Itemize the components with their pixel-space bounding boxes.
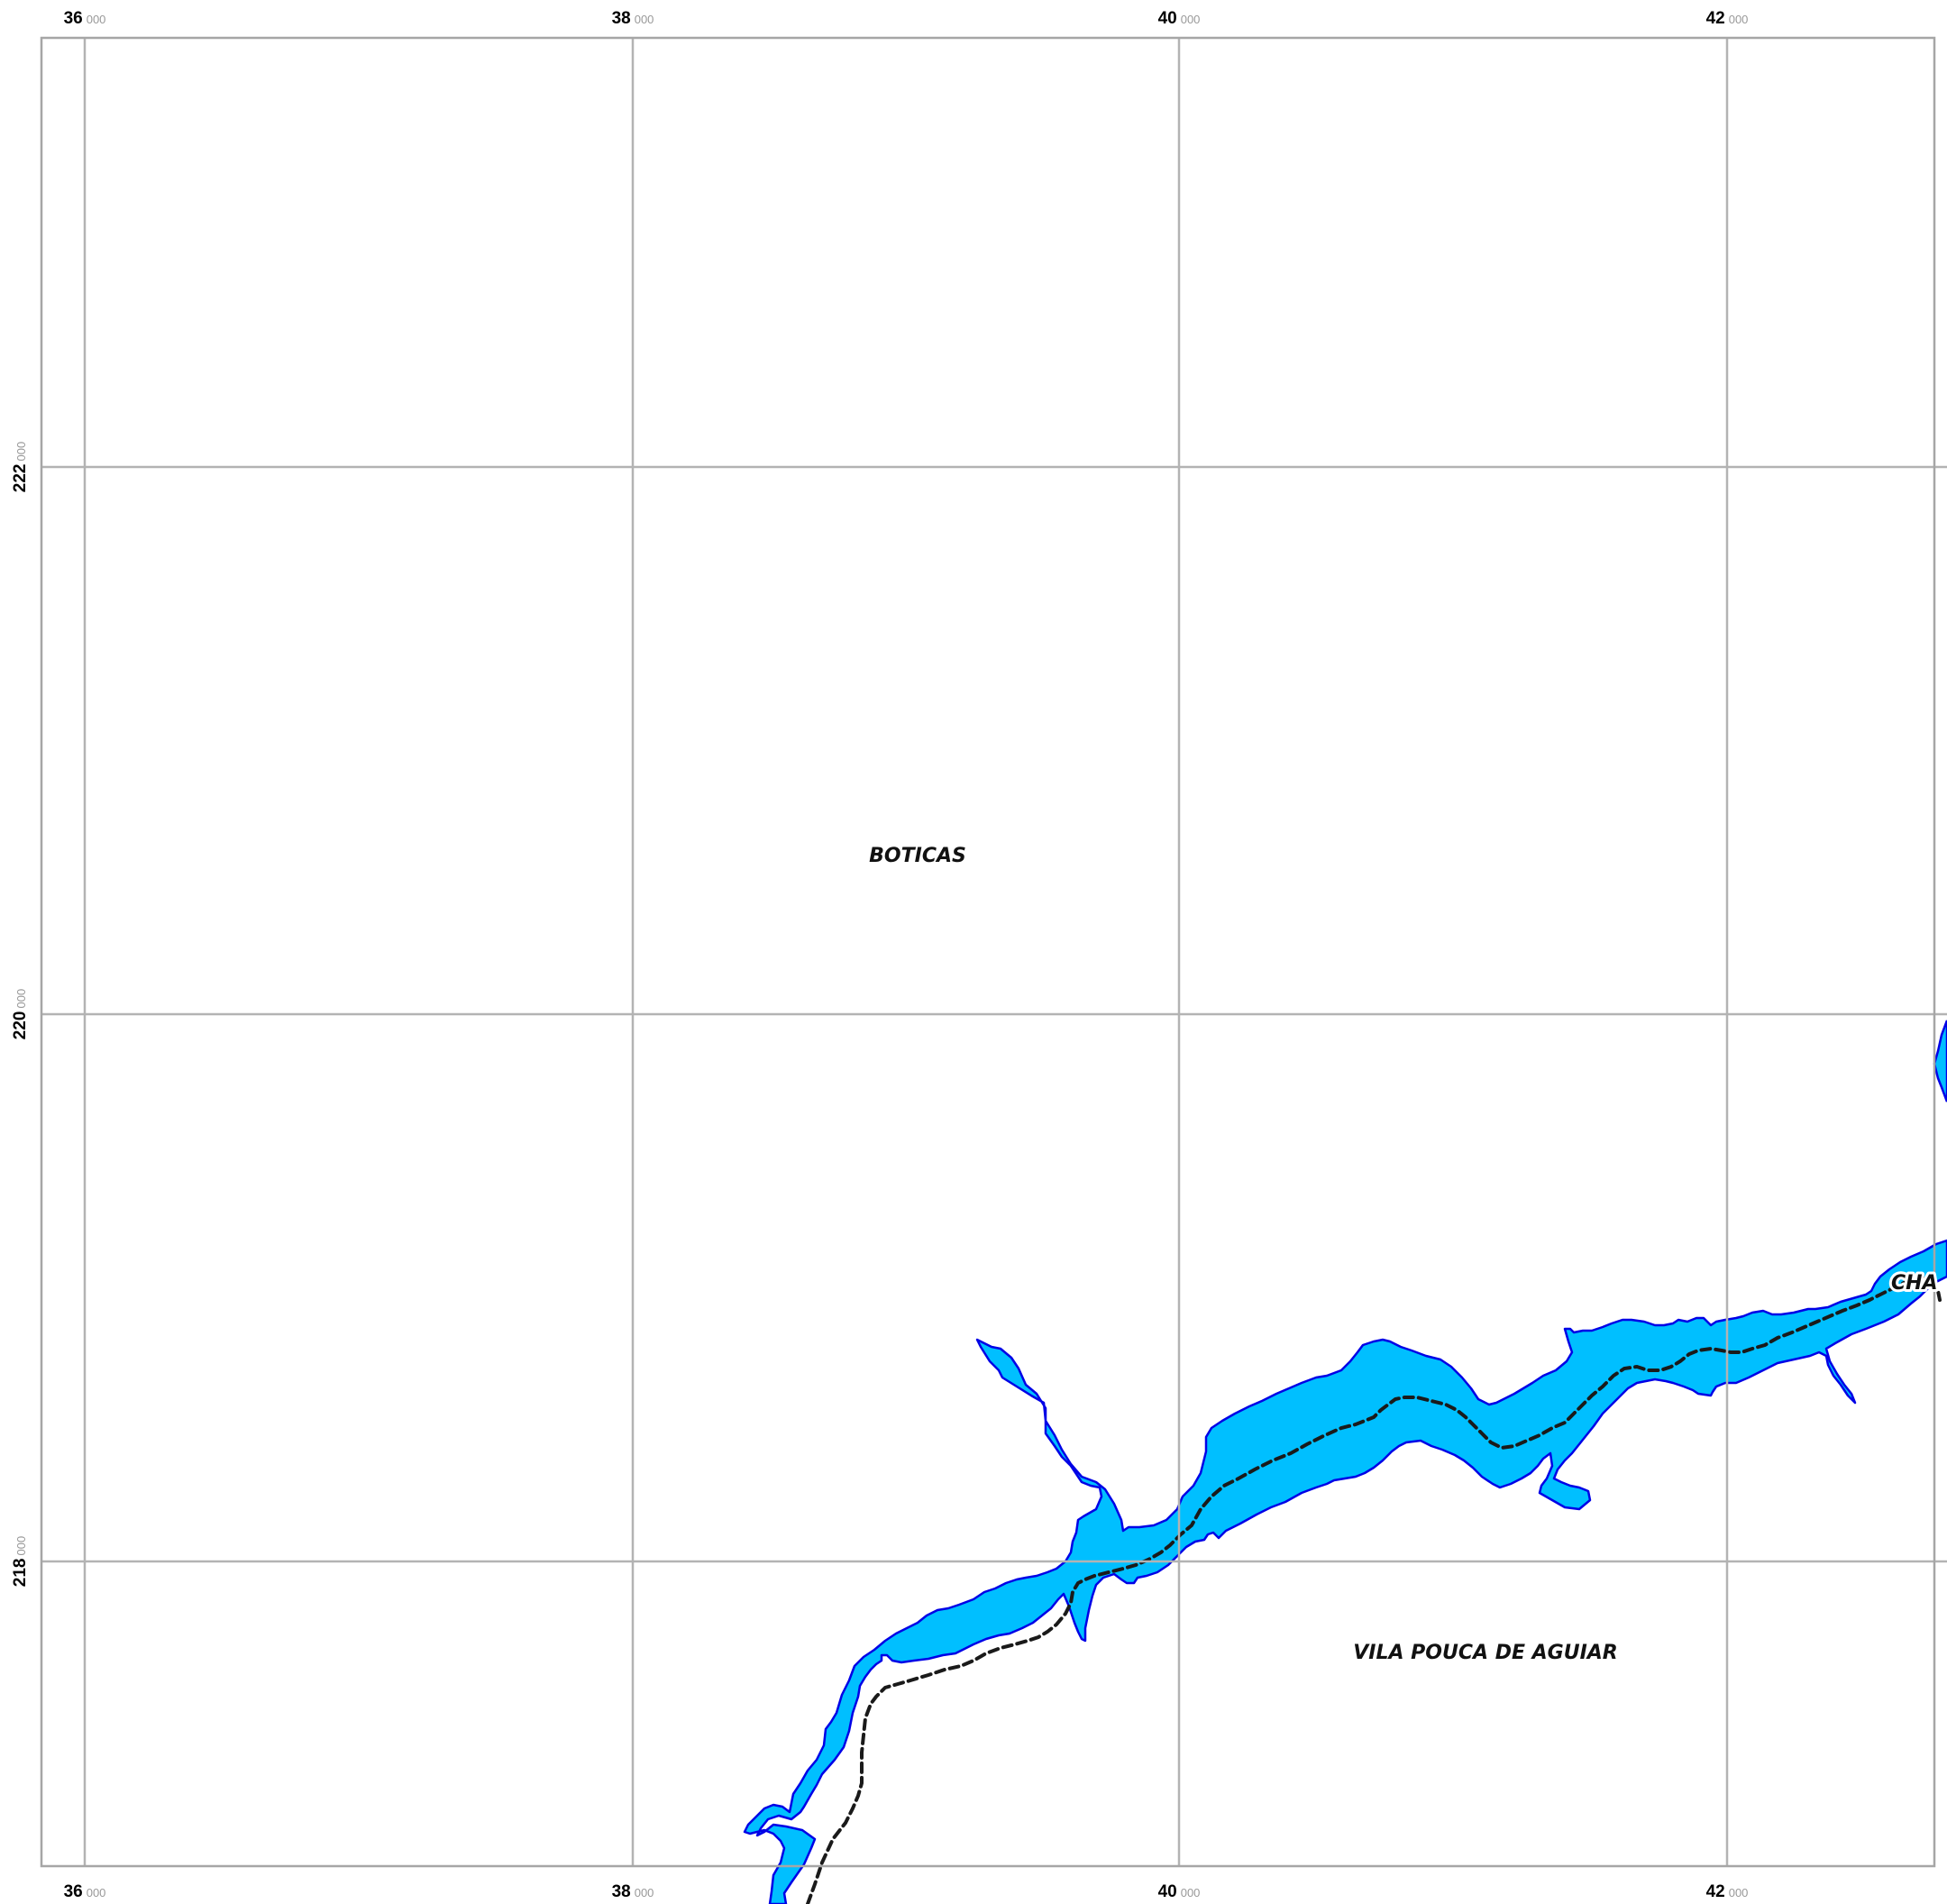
x-axis-top: 36 000 38 000 40 000 42 000	[64, 9, 1749, 28]
y-tick-222000: 222000	[11, 442, 30, 492]
reservoir-edge-fragment	[1933, 1020, 1947, 1103]
x-tick-bottom-42000: 42 000	[1706, 1882, 1749, 1901]
x-axis-bottom: 36 000 38 000 40 000 42 000	[64, 1882, 1749, 1901]
x-tick-bottom-36000: 36 000	[64, 1882, 106, 1901]
x-tick-top-38000: 38 000	[612, 9, 654, 28]
x-tick-bottom-40000: 40 000	[1158, 1882, 1201, 1901]
reservoir-layer	[743, 1020, 1947, 1904]
place-labels: BOTICAS VILA POUCA DE AGUIAR CHA	[869, 845, 1940, 1664]
label-vila-pouca-de-aguiar: VILA POUCA DE AGUIAR	[1353, 1642, 1618, 1664]
label-boticas: BOTICAS	[869, 845, 966, 867]
coordinate-grid	[41, 38, 1947, 1866]
y-tick-218000: 218000	[11, 1536, 30, 1587]
map-frame	[40, 36, 1936, 1868]
x-tick-top-36000: 36 000	[64, 9, 106, 28]
municipal-boundary-line	[806, 1277, 1942, 1904]
y-axis-left: 222000 220000 218000	[11, 442, 30, 1587]
y-tick-220000: 220000	[11, 989, 30, 1039]
x-tick-bottom-38000: 38 000	[612, 1882, 654, 1901]
x-tick-top-40000: 40 000	[1158, 9, 1201, 28]
reservoir-polygon	[743, 1239, 1947, 1904]
label-cha: CHA	[1891, 1272, 1938, 1295]
x-tick-top-42000: 42 000	[1706, 9, 1749, 28]
